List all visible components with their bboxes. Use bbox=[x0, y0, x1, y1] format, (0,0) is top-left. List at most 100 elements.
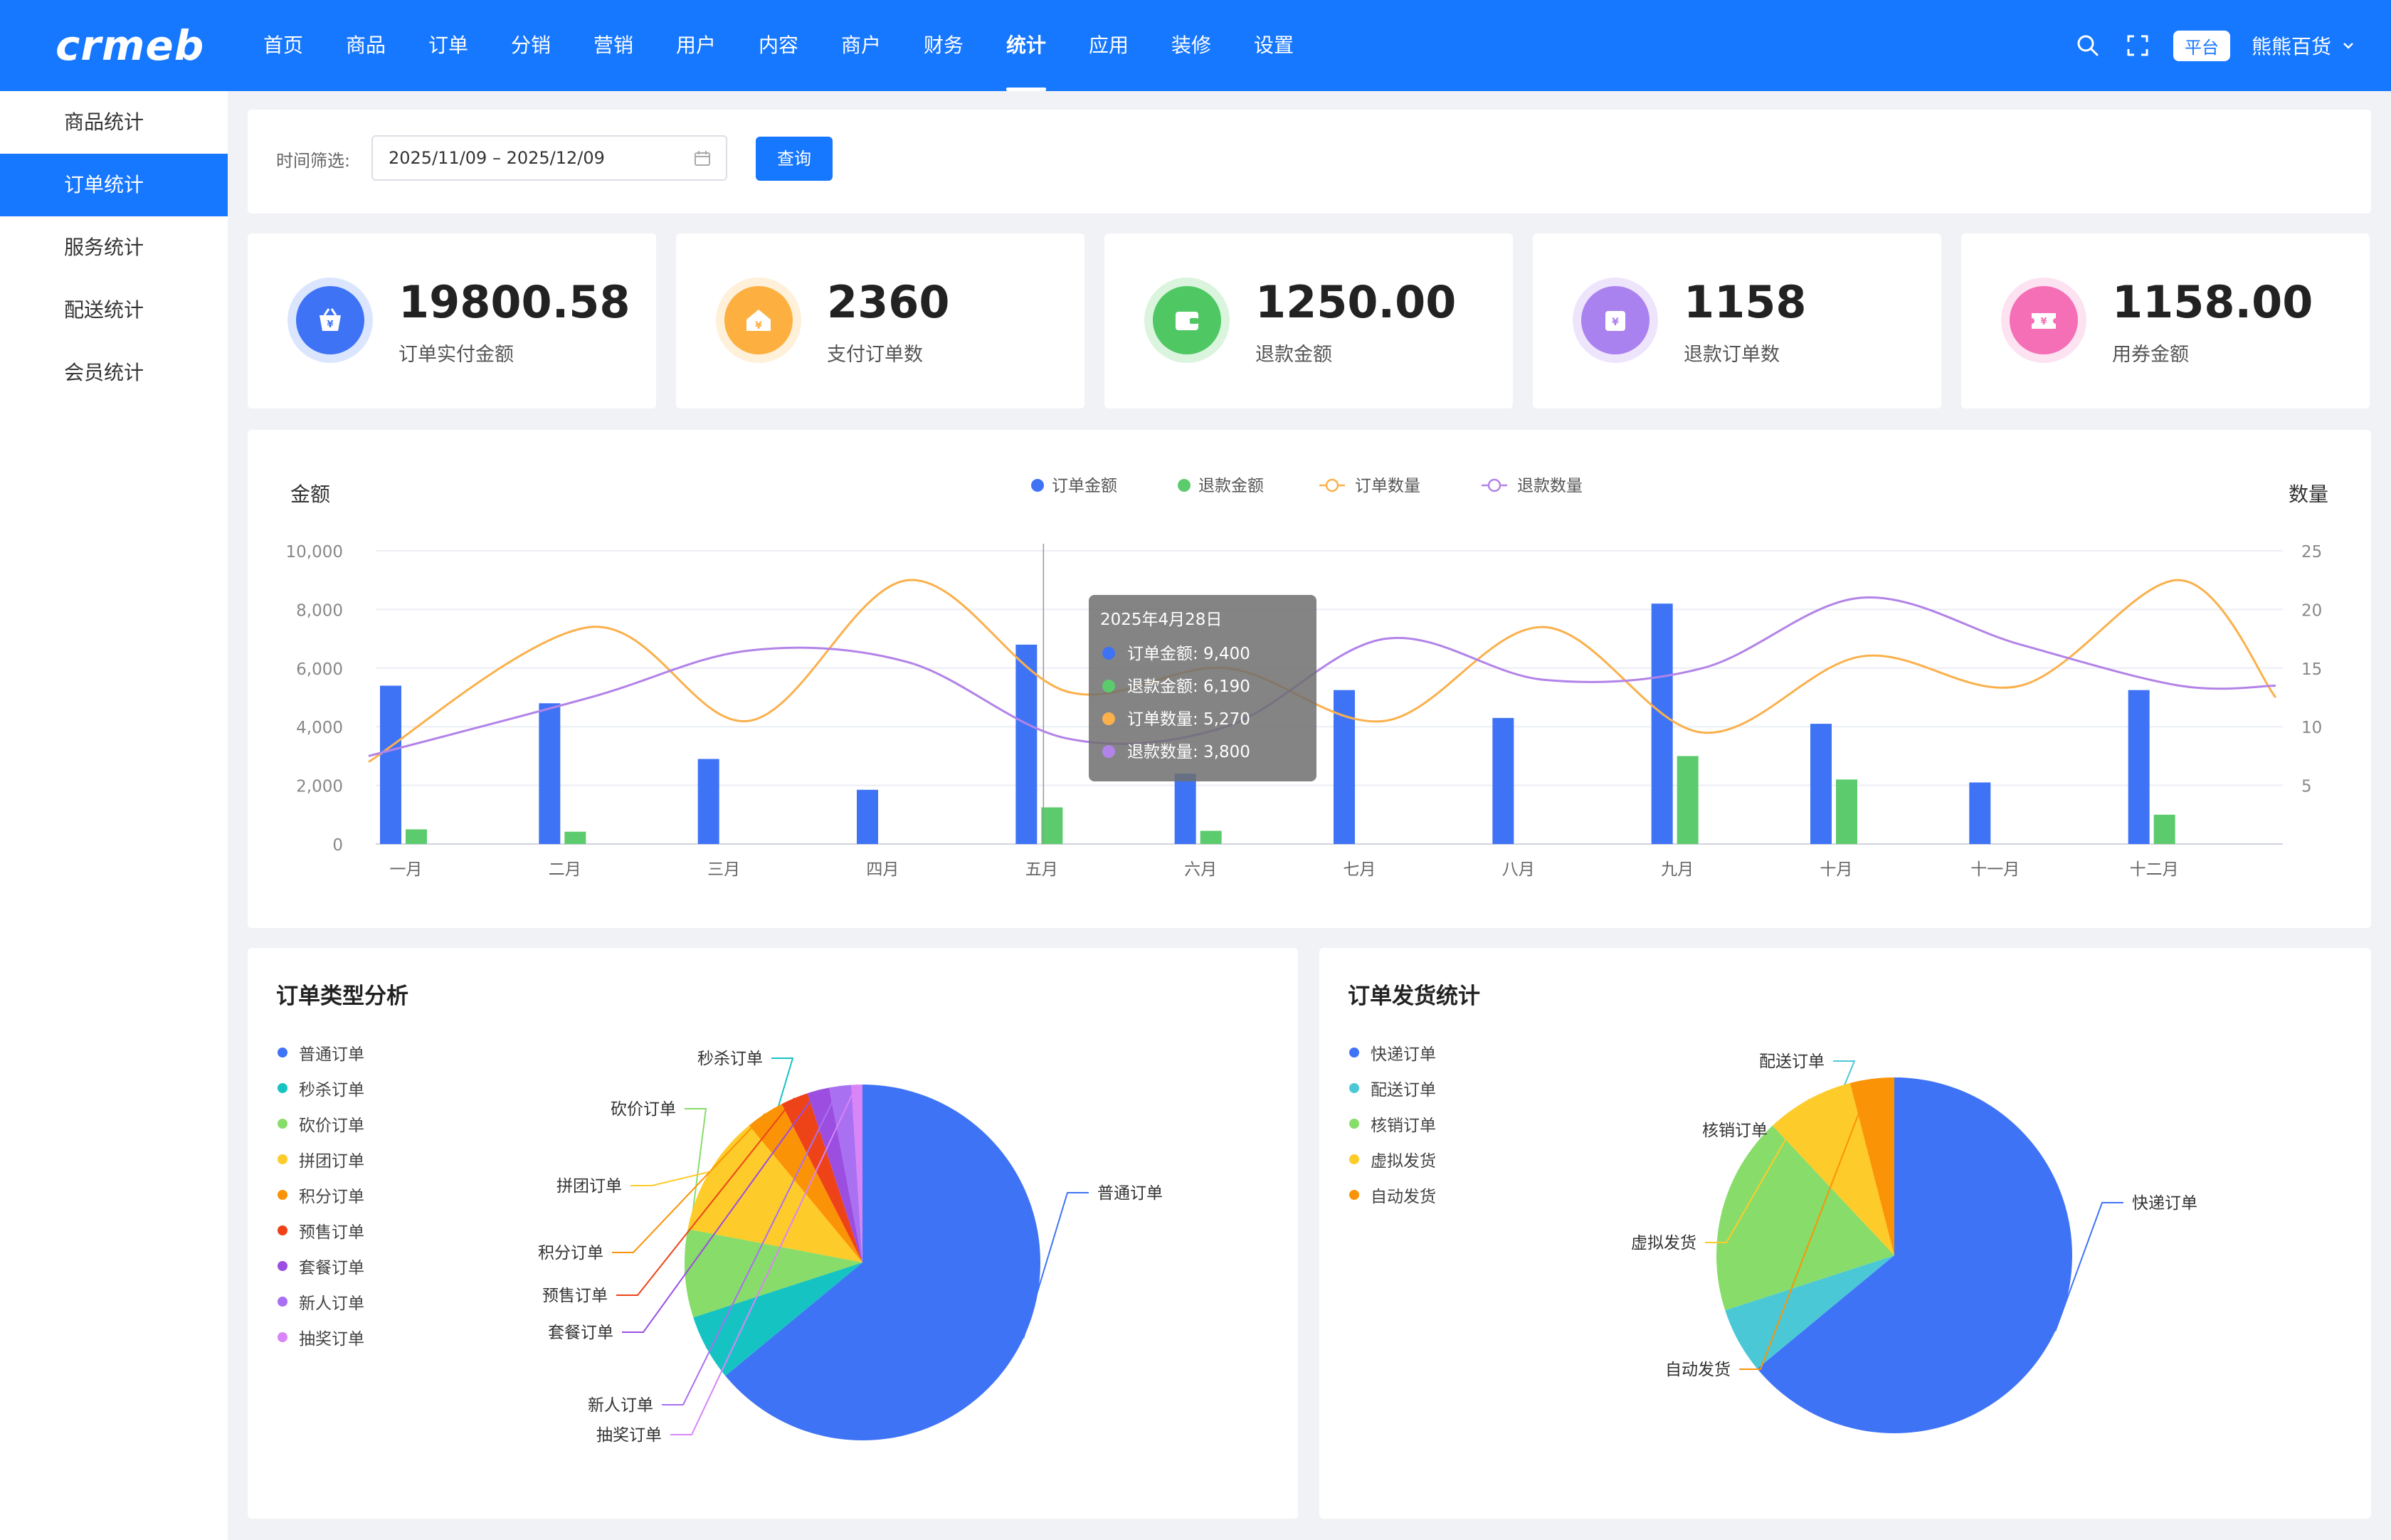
bar-refund-amount[interactable] bbox=[406, 829, 427, 844]
legend-item[interactable]: 秒杀订单 bbox=[278, 1076, 364, 1100]
shipping-title: 订单发货统计 bbox=[1348, 983, 1480, 1009]
legend-item[interactable]: 自动发货 bbox=[1349, 1183, 1436, 1207]
pie-slice[interactable] bbox=[684, 1229, 862, 1318]
pie-label: 套餐订单 bbox=[548, 1324, 613, 1342]
x-tick-label: 四月 bbox=[866, 860, 899, 879]
nav-item-1[interactable]: 商品 bbox=[345, 33, 386, 57]
sidebar-item-1[interactable]: 订单统计 bbox=[0, 154, 228, 216]
legend-item[interactable]: 预售订单 bbox=[278, 1218, 364, 1243]
pie-slice[interactable] bbox=[693, 1262, 862, 1376]
legend-item[interactable]: 退款数量 bbox=[1482, 477, 1583, 495]
legend-item[interactable]: 配送订单 bbox=[1349, 1076, 1436, 1100]
pie-label: 核销订单 bbox=[1702, 1122, 1768, 1140]
legend-item[interactable]: 虚拟发货 bbox=[1349, 1147, 1436, 1171]
fullscreen-icon[interactable] bbox=[2123, 31, 2152, 60]
pie-slice[interactable] bbox=[829, 1085, 862, 1262]
pie-slice[interactable] bbox=[781, 1093, 862, 1262]
bar-refund-amount[interactable] bbox=[1677, 756, 1699, 844]
legend-item[interactable]: 抽奖订单 bbox=[278, 1325, 364, 1349]
pie-slice[interactable] bbox=[687, 1125, 862, 1262]
legend-item[interactable]: 快递订单 bbox=[1349, 1040, 1436, 1065]
legend-item[interactable]: 订单数量 bbox=[1319, 477, 1420, 495]
line-refund-count[interactable] bbox=[368, 596, 2276, 757]
nav-item-4[interactable]: 营销 bbox=[593, 33, 633, 57]
bar-order-amount[interactable] bbox=[1492, 717, 1514, 844]
pie-slice[interactable] bbox=[725, 1085, 1041, 1440]
bar-refund-amount[interactable] bbox=[564, 831, 586, 844]
line-order-count[interactable] bbox=[368, 579, 2277, 763]
store-selector[interactable]: 熊熊百货 bbox=[2252, 31, 2355, 60]
legend-item[interactable]: 订单金额 bbox=[1031, 477, 1117, 495]
legend-label: 订单数量 bbox=[1355, 477, 1420, 495]
sidebar-item-2[interactable]: 服务统计 bbox=[64, 236, 144, 259]
bar-order-amount[interactable] bbox=[2128, 690, 2150, 844]
date-range-input[interactable]: 2025/11/09 – 2025/12/09 bbox=[371, 135, 727, 181]
x-tick-label: 九月 bbox=[1661, 860, 1694, 879]
bar-refund-amount[interactable] bbox=[1041, 807, 1063, 845]
nav-item-0[interactable]: 首页 bbox=[263, 33, 303, 57]
trend-chart-card: 金额 数量 0 2,000 4,000 6,000 8,000 10,000 5 10 15 20 25… bbox=[248, 430, 2371, 928]
pie-slice[interactable] bbox=[1757, 1077, 2072, 1433]
legend-dot bbox=[278, 1083, 287, 1093]
bar-order-amount[interactable] bbox=[1174, 774, 1196, 844]
store-name: 熊熊百货 bbox=[2251, 35, 2331, 58]
bar-refund-amount[interactable] bbox=[1200, 830, 1222, 844]
nav-item-12[interactable]: 设置 bbox=[1253, 33, 1294, 57]
pie-slice[interactable] bbox=[851, 1085, 862, 1262]
bar-order-amount[interactable] bbox=[1969, 782, 1991, 844]
pie-label: 虚拟发货 bbox=[1631, 1234, 1696, 1252]
bar-order-amount[interactable] bbox=[380, 685, 401, 844]
bar-refund-amount[interactable] bbox=[1836, 779, 1857, 844]
legend-label: 秒杀订单 bbox=[299, 1081, 364, 1099]
bar-order-amount[interactable] bbox=[1810, 724, 1832, 844]
y2-tick-label: 5 bbox=[2301, 778, 2312, 796]
legend-item[interactable]: 退款金额 bbox=[1178, 477, 1264, 495]
bar-refund-amount[interactable] bbox=[2153, 814, 2175, 844]
bar-order-amount[interactable] bbox=[1651, 603, 1673, 844]
pie-leader-line bbox=[622, 1090, 819, 1333]
bar-order-amount[interactable] bbox=[539, 703, 561, 844]
legend-item[interactable]: 套餐订单 bbox=[278, 1254, 364, 1278]
legend-item[interactable]: 拼团订单 bbox=[278, 1147, 364, 1171]
nav-item-11[interactable]: 装修 bbox=[1171, 33, 1211, 57]
sidebar-item-3[interactable]: 配送统计 bbox=[64, 298, 144, 322]
pie-slice[interactable] bbox=[1772, 1082, 1894, 1255]
pie-slice[interactable] bbox=[1716, 1125, 1894, 1311]
legend-dot bbox=[278, 1119, 287, 1129]
legend-item[interactable]: 积分订单 bbox=[278, 1183, 364, 1207]
pie-leader-line bbox=[2054, 1202, 2123, 1331]
bar-order-amount[interactable] bbox=[697, 759, 719, 844]
legend-label: 快递订单 bbox=[1371, 1045, 1436, 1064]
pie-label: 拼团订单 bbox=[556, 1177, 622, 1196]
trend-chart[interactable]: 金额 数量02,0004,0006,0008,00010,000510152025… bbox=[248, 430, 2371, 928]
bar-order-amount[interactable] bbox=[857, 789, 878, 844]
legend-item[interactable]: 普通订单 bbox=[278, 1040, 364, 1065]
legend-item[interactable]: 砍价订单 bbox=[278, 1112, 364, 1136]
nav-item-10[interactable]: 应用 bbox=[1088, 33, 1129, 57]
nav-item-6[interactable]: 内容 bbox=[758, 33, 798, 57]
legend-item[interactable]: 核销订单 bbox=[1349, 1112, 1436, 1136]
legend-label: 拼团订单 bbox=[299, 1152, 364, 1171]
search-icon[interactable] bbox=[2074, 31, 2102, 60]
pie-slice[interactable] bbox=[749, 1104, 862, 1262]
nav-item-5[interactable]: 用户 bbox=[675, 33, 716, 57]
stat-label: 订单实付金额 bbox=[398, 344, 514, 366]
nav-item-2[interactable]: 订单 bbox=[428, 33, 468, 57]
logo[interactable]: crmeb bbox=[56, 21, 205, 70]
platform-badge[interactable]: 平台 bbox=[2173, 30, 2230, 61]
sidebar-item-0[interactable]: 商品统计 bbox=[64, 110, 144, 134]
bar-order-amount[interactable] bbox=[1015, 644, 1038, 844]
nav-item-9[interactable]: 统计 bbox=[985, 0, 1067, 91]
nav-item-3[interactable]: 分销 bbox=[510, 33, 551, 57]
nav-item-7[interactable]: 商户 bbox=[840, 33, 881, 57]
pie-slice[interactable] bbox=[807, 1087, 862, 1262]
legend-item[interactable]: 新人订单 bbox=[278, 1290, 364, 1314]
pie-slice[interactable] bbox=[1849, 1077, 1894, 1255]
nav-item-8[interactable]: 财务 bbox=[923, 33, 964, 57]
query-button[interactable]: 查询 bbox=[756, 137, 833, 181]
pie-slice[interactable] bbox=[1725, 1255, 1894, 1369]
sidebar-item-4[interactable]: 会员统计 bbox=[64, 361, 144, 384]
y-tick-label: 8,000 bbox=[296, 601, 343, 620]
